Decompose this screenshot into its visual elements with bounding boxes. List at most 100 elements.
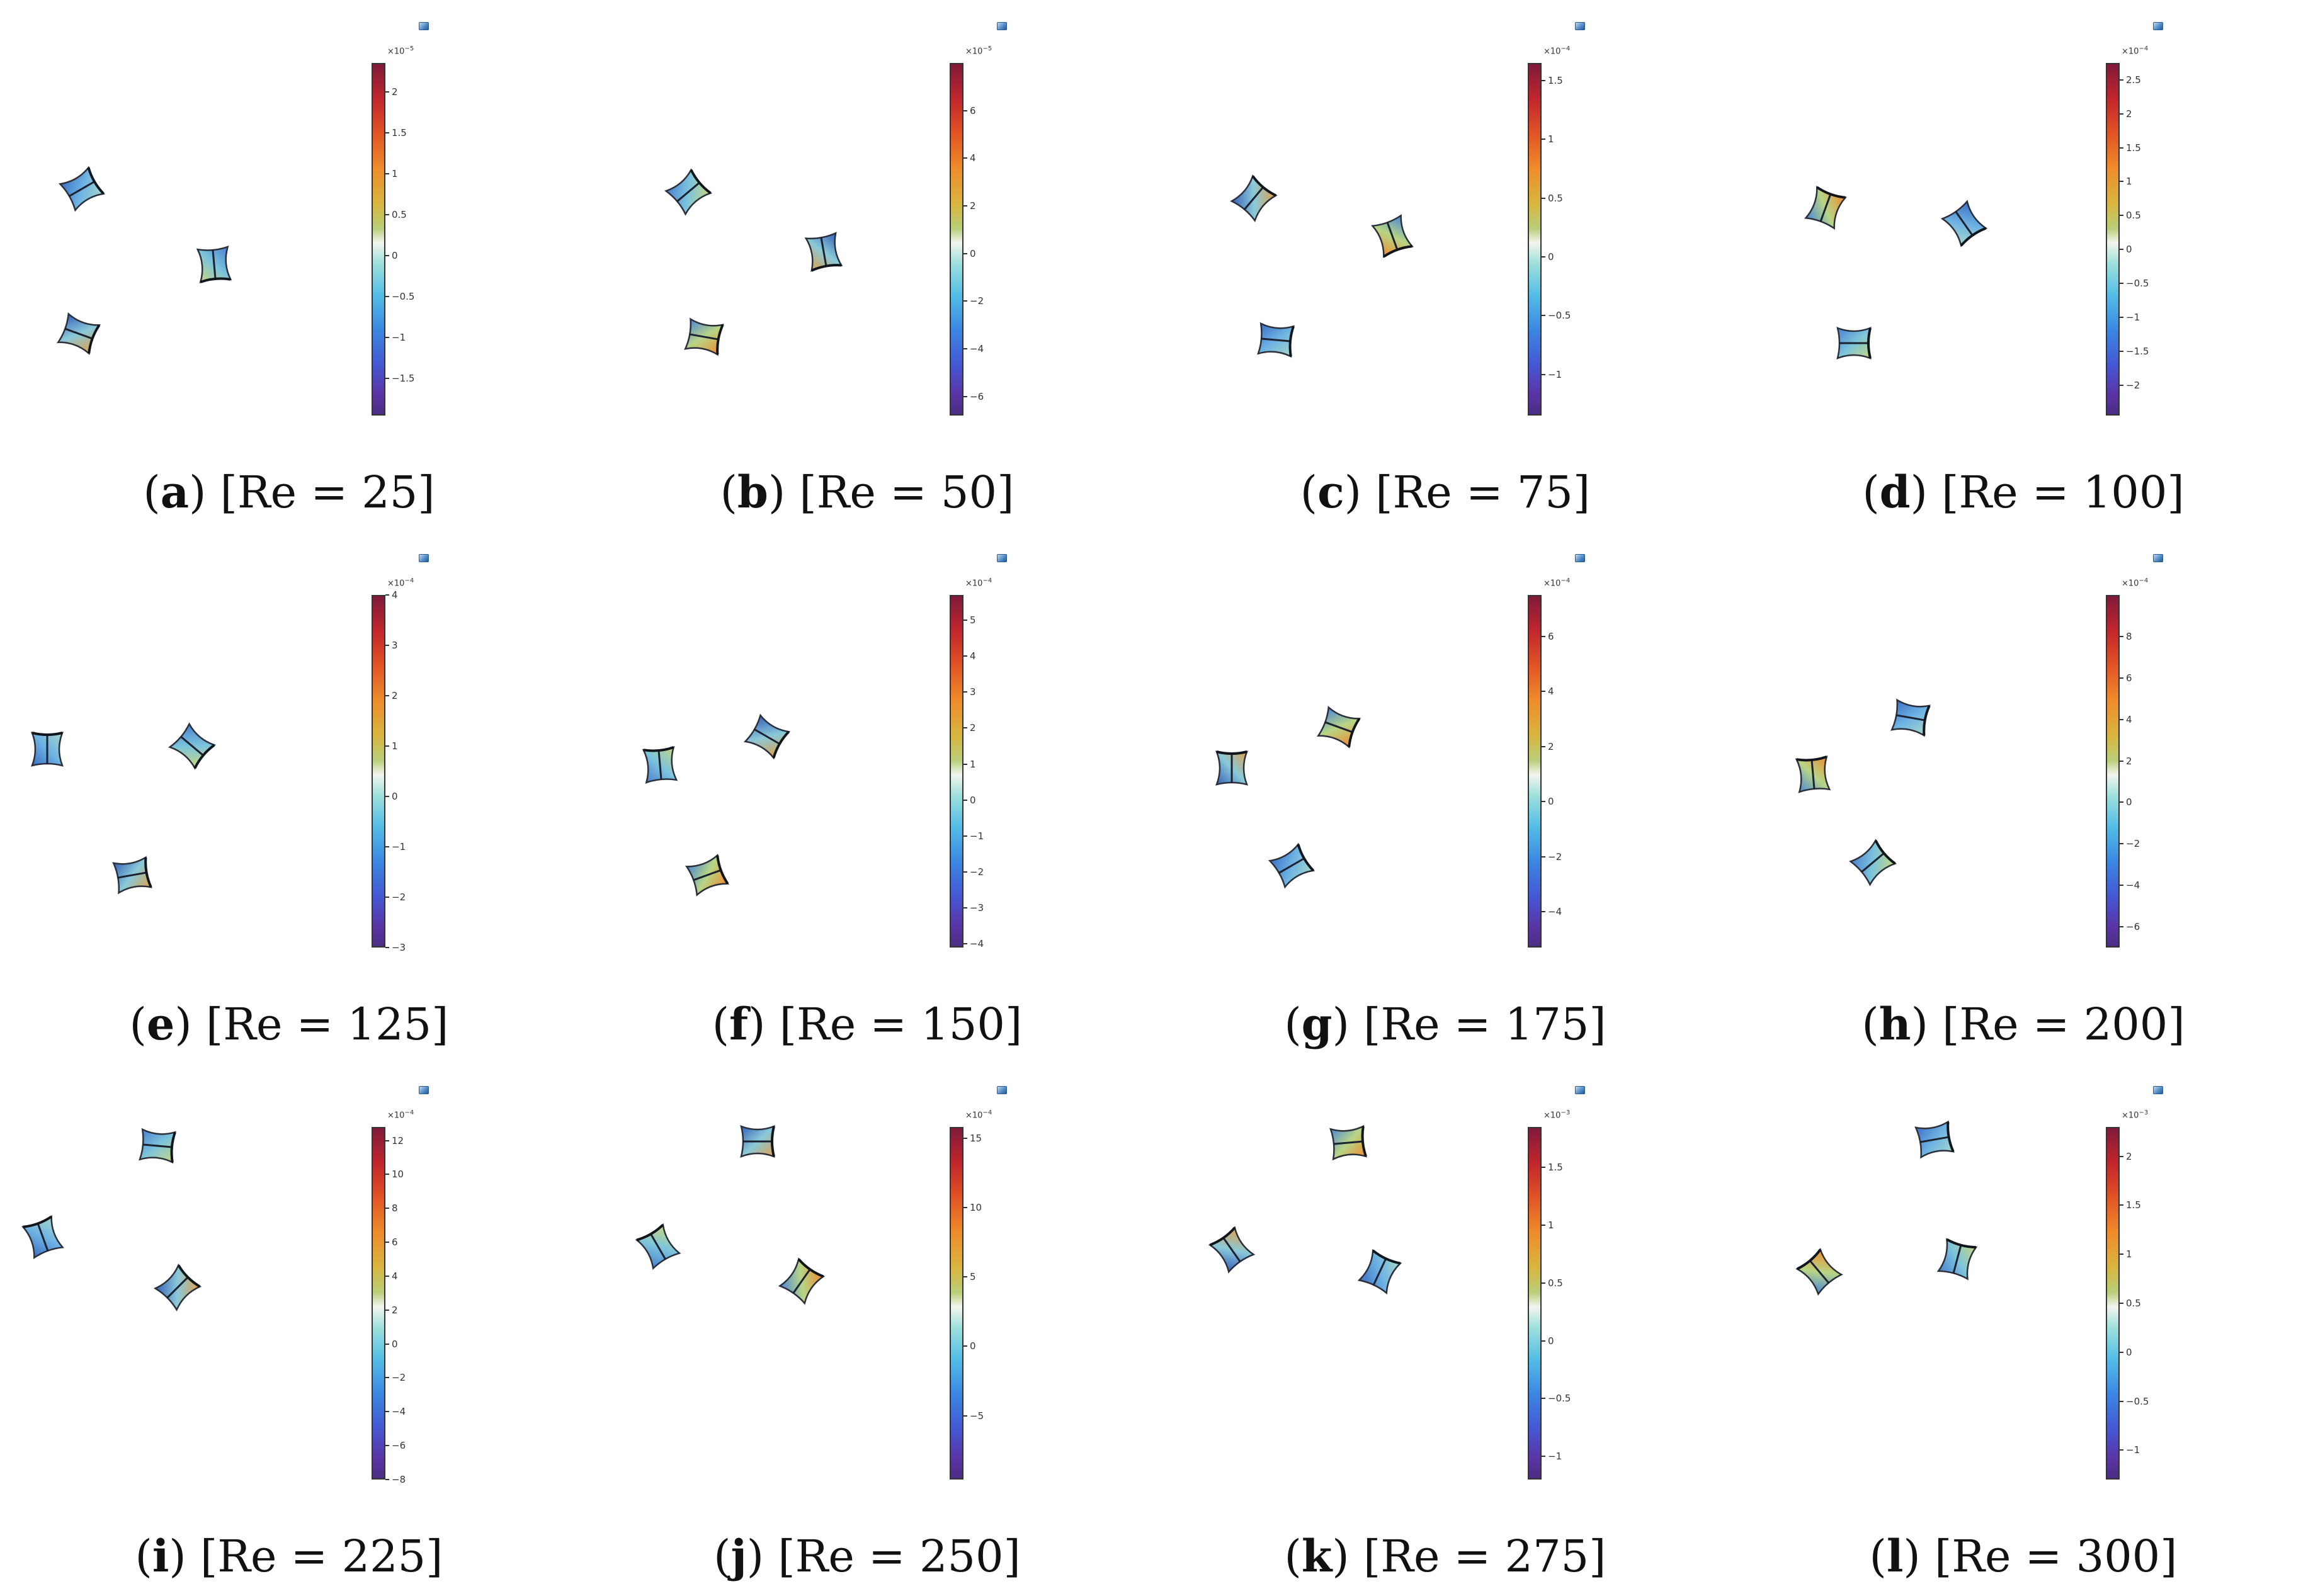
cylinder-axis-line xyxy=(37,1222,49,1252)
colorbar-tick xyxy=(963,300,967,302)
cylinder-edge xyxy=(177,1264,201,1288)
cylinder-edge xyxy=(1796,756,1827,762)
cylinder-axis-line xyxy=(1819,193,1832,223)
colorbar-tick xyxy=(1542,1225,1545,1226)
colorbar-tick xyxy=(963,110,967,111)
cylinder-body xyxy=(58,166,106,212)
colorbar-tick xyxy=(1542,373,1545,375)
cylinder-edge xyxy=(811,264,842,272)
colorbar-tick xyxy=(1542,745,1545,747)
panel-caption: (l) [Re = 300] xyxy=(1869,1530,2178,1582)
colorbar-tick-label: 0 xyxy=(2126,796,2132,808)
colorbar-tick xyxy=(963,943,967,945)
cylinder-axis-line xyxy=(64,327,94,340)
panel-label: [Re = 175] xyxy=(1363,999,1606,1050)
panel-letter: d xyxy=(1879,466,1911,518)
panel-caption: (g) [Re = 175] xyxy=(1284,998,1606,1050)
colorbar-tick xyxy=(2120,677,2123,679)
colorbar-tick xyxy=(2120,885,2123,886)
cylinder-body xyxy=(685,854,730,897)
colorbar-tick-label: −1 xyxy=(1548,1451,1562,1463)
colorbar-tick-label: 1 xyxy=(1548,133,1554,145)
colorbar-tick xyxy=(2120,384,2123,386)
colorbar xyxy=(372,1127,385,1480)
colorbar-tick-label: −1.5 xyxy=(392,373,415,385)
cylinder-body xyxy=(1940,200,1988,247)
cylinder-axis-line xyxy=(179,735,205,757)
colorbar-tick-label: −0.5 xyxy=(2126,278,2149,289)
view-camera-icon[interactable] xyxy=(2153,1086,2163,1094)
view-camera-icon[interactable] xyxy=(997,554,1007,562)
cylinder-edge xyxy=(1383,245,1412,258)
colorbar-tick-label: 0 xyxy=(1548,251,1554,263)
cylinder-edge xyxy=(1874,840,1896,865)
cylinder-body xyxy=(804,232,843,272)
colorbar-tick xyxy=(385,1275,389,1277)
colorbar-tick xyxy=(963,395,967,397)
colorbar-tick-label: 3 xyxy=(970,686,976,698)
colorbar-tick-label: −0.5 xyxy=(392,291,415,303)
panel-letter: a xyxy=(160,466,190,518)
colorbar-tick xyxy=(385,1445,389,1447)
cylinder-body xyxy=(1804,185,1847,230)
colorbar-tick xyxy=(385,1377,389,1379)
colorbar-tick xyxy=(1542,911,1545,913)
view-camera-icon[interactable] xyxy=(1575,1086,1585,1094)
cylinder-edge xyxy=(1797,1248,1822,1271)
colorbar-tick-label: 1 xyxy=(392,167,398,179)
view-camera-icon[interactable] xyxy=(2153,22,2163,30)
colorbar-tick-label: −6 xyxy=(392,1440,406,1452)
colorbar-tick-label: 0 xyxy=(392,1338,398,1350)
cylinder-body xyxy=(112,856,152,895)
cylinder-body xyxy=(1795,756,1831,793)
colorbar-tick xyxy=(1542,691,1545,693)
view-camera-icon[interactable] xyxy=(419,22,429,30)
colorbar-tick-label: 0 xyxy=(392,250,398,262)
panel-label: [Re = 50] xyxy=(799,467,1014,518)
cylinder-body xyxy=(664,168,713,216)
contour-scene xyxy=(1795,1120,1978,1296)
colorbar-tick xyxy=(963,205,967,207)
colorbar-tick xyxy=(1542,315,1545,317)
colorbar-tick-label: 1 xyxy=(392,740,398,752)
colorbar-tick xyxy=(1542,197,1545,199)
view-camera-icon[interactable] xyxy=(2153,554,2163,562)
panel-letter: l xyxy=(1886,1530,1904,1582)
colorbar-tick xyxy=(963,348,967,350)
cylinder-edge xyxy=(1372,1249,1401,1265)
colorbar-tick xyxy=(385,846,389,847)
cylinder-body xyxy=(1215,750,1249,786)
view-camera-icon[interactable] xyxy=(1575,554,1585,562)
view-camera-icon[interactable] xyxy=(997,22,1007,30)
colorbar-tick xyxy=(963,907,967,909)
cylinder-edge xyxy=(772,730,790,759)
colorbar-tick xyxy=(2120,316,2123,318)
colorbar xyxy=(2106,63,2120,416)
colorbar-tick-label: −1 xyxy=(2126,1444,2140,1456)
cylinder-edge xyxy=(1867,327,1872,359)
colorbar-tick-label: 2 xyxy=(2126,1150,2132,1162)
cylinder-axis-line xyxy=(1809,1259,1830,1284)
view-camera-icon[interactable] xyxy=(1575,22,1585,30)
cylinder-edge xyxy=(1946,1238,1976,1249)
colorbar-tick xyxy=(1542,256,1545,258)
colorbar-tick xyxy=(385,255,389,257)
view-camera-icon[interactable] xyxy=(419,1086,429,1094)
colorbar-tick xyxy=(2120,181,2123,183)
cylinder-edge xyxy=(1923,705,1931,736)
cylinder-axis-line xyxy=(657,749,662,781)
panel-a: ×10−5 2 1.5 1 0.5 0 −0.5 −1 −1.5 (a) [Re = 25] xyxy=(0,0,578,532)
colorbar-tick-label: 6 xyxy=(970,105,976,116)
colorbar-tick xyxy=(1542,856,1545,857)
cylinder-edge xyxy=(87,167,105,195)
view-camera-icon[interactable] xyxy=(997,1086,1007,1094)
cylinder-edge xyxy=(1946,1121,1955,1152)
view-camera-icon[interactable] xyxy=(419,554,429,562)
colorbar-tick-label: −0.5 xyxy=(2126,1395,2149,1407)
panel-d: ×10−4 2.5 2 1.5 1 0.5 0 −0.5 −1 −1.5 −2 (d) [Re = 1… xyxy=(1734,0,2312,532)
colorbar-tick xyxy=(385,1242,389,1243)
cylinder-body xyxy=(1836,326,1872,360)
colorbar-tick-label: −1 xyxy=(1548,368,1562,380)
colorbar xyxy=(950,595,963,948)
colorbar-tick-label: −4 xyxy=(970,343,984,355)
